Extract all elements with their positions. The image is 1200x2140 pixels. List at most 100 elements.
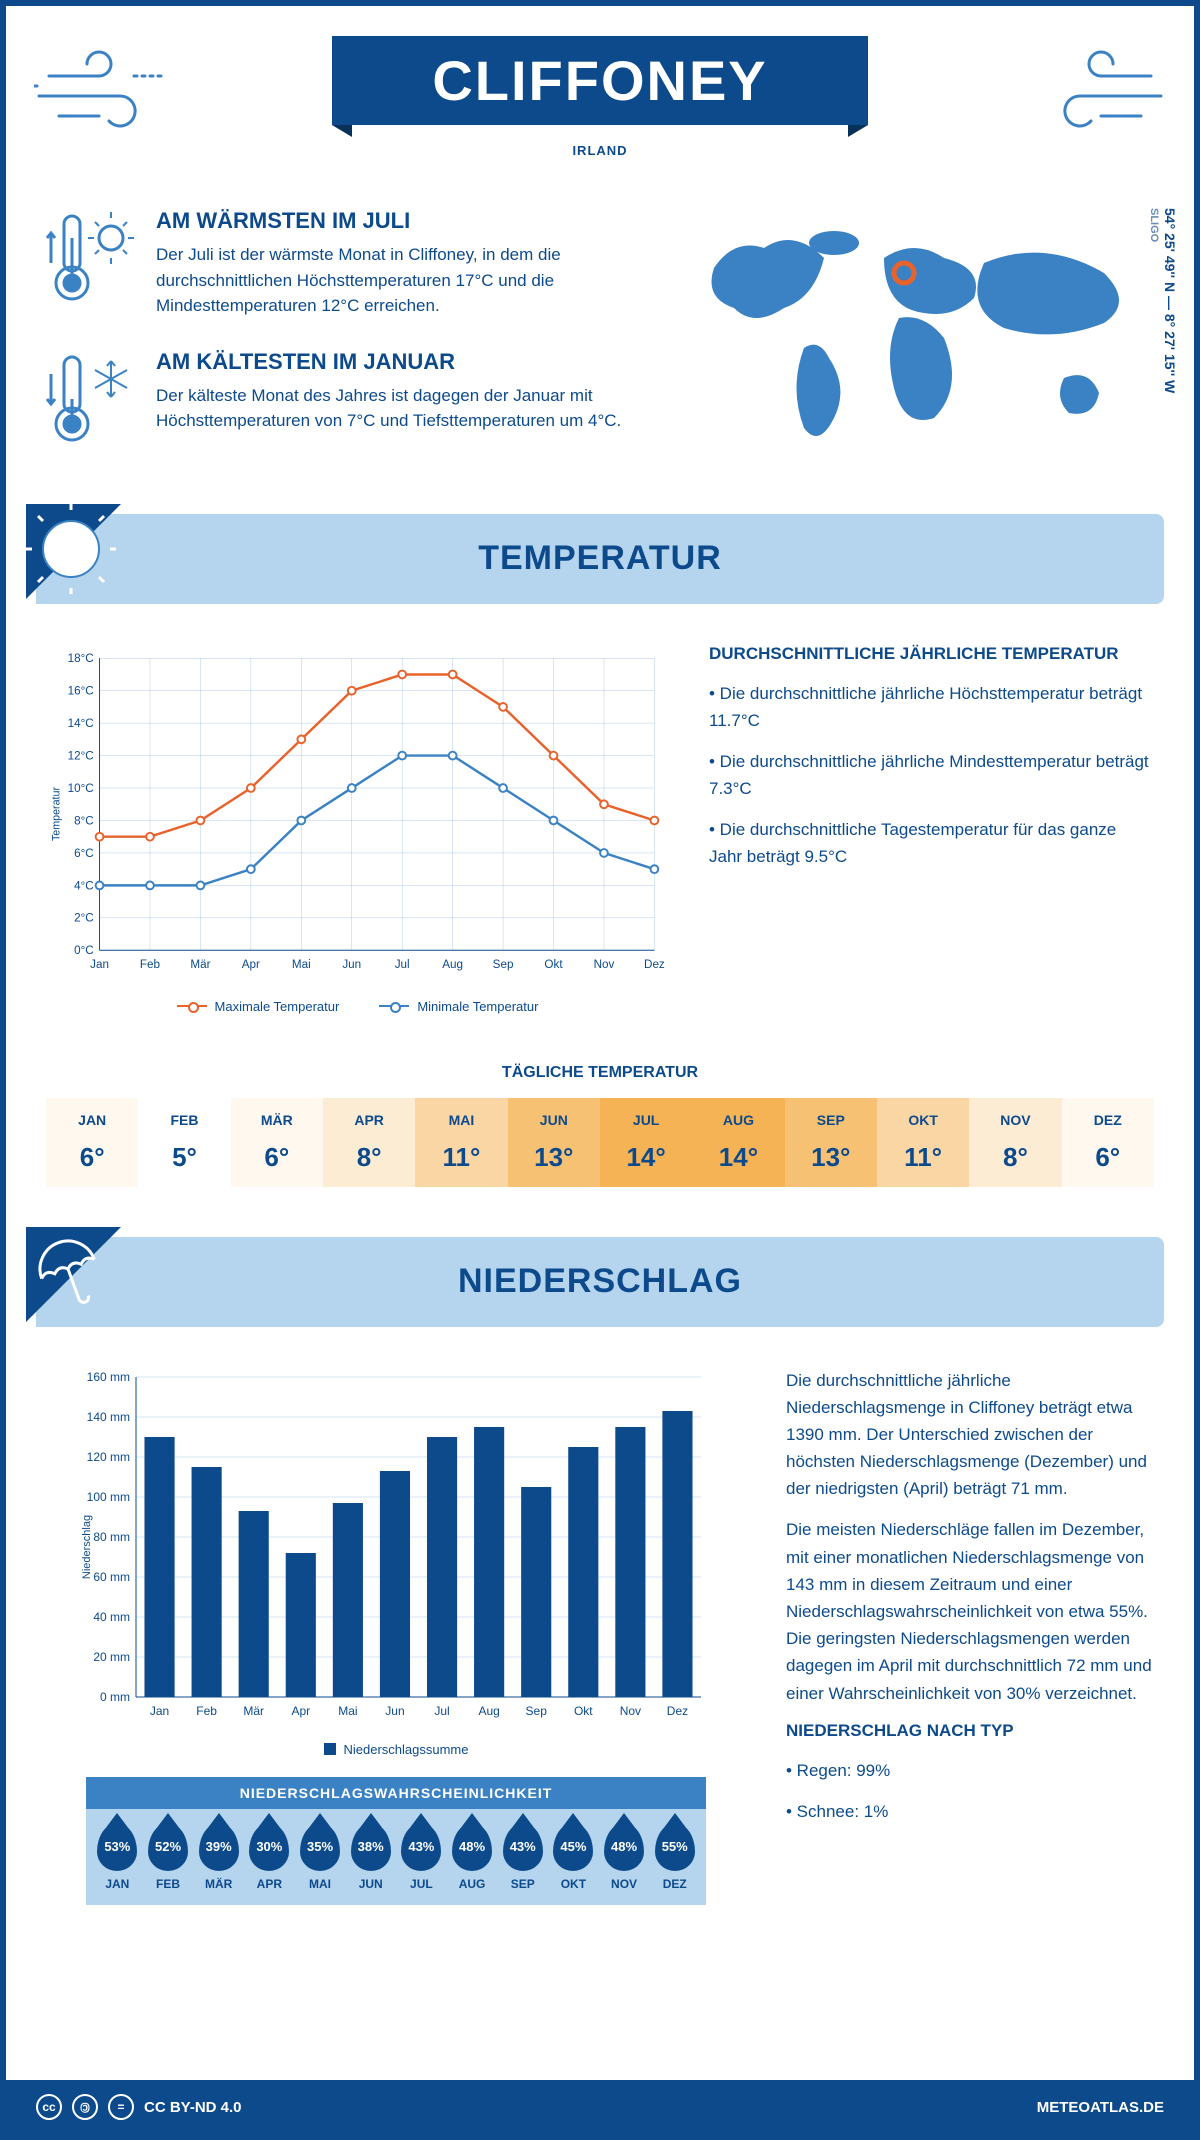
daily-month: JAN bbox=[46, 1112, 138, 1128]
footer: cc 🄯 = CC BY-ND 4.0 METEOATLAS.DE bbox=[6, 2080, 1194, 2134]
precip-type-bullets: • Regen: 99% • Schnee: 1% bbox=[786, 1757, 1154, 1825]
warmest-text: Der Juli ist der wärmste Monat in Cliffo… bbox=[156, 242, 654, 319]
precipitation-section-header: NIEDERSCHLAG bbox=[36, 1237, 1164, 1327]
daily-month: NOV bbox=[969, 1112, 1061, 1128]
svg-text:Apr: Apr bbox=[242, 957, 260, 970]
drop-value: 35% bbox=[300, 1823, 340, 1871]
svg-text:Feb: Feb bbox=[140, 957, 160, 970]
drop-month: MÄR bbox=[195, 1877, 242, 1891]
drop-month: SEP bbox=[499, 1877, 546, 1891]
coldest-block: AM KÄLTESTEN IM JANUAR Der kälteste Mona… bbox=[46, 349, 654, 454]
daily-temp-cell: JUN13° bbox=[508, 1098, 600, 1187]
precip-drop: 55% DEZ bbox=[651, 1823, 698, 1891]
precip-prob-title: NIEDERSCHLAGSWAHRSCHEINLICHKEIT bbox=[86, 1777, 706, 1809]
legend-swatch-max bbox=[177, 1005, 207, 1007]
temperature-bullet: • Die durchschnittliche jährliche Höchst… bbox=[709, 680, 1154, 734]
warmest-block: AM WÄRMSTEN IM JULI Der Juli ist der wär… bbox=[46, 208, 654, 319]
precip-drop: 38%JUN bbox=[347, 1823, 394, 1891]
temperature-chart-area: 0°C2°C4°C6°C8°C10°C12°C14°C16°C18°CJanFe… bbox=[46, 644, 669, 1014]
drop-value: 48% bbox=[604, 1823, 644, 1871]
svg-text:Jan: Jan bbox=[150, 1704, 169, 1718]
intro-text-column: AM WÄRMSTEN IM JULI Der Juli ist der wär… bbox=[46, 208, 654, 484]
svg-text:Temperatur: Temperatur bbox=[51, 786, 63, 840]
svg-text:120 mm: 120 mm bbox=[87, 1450, 130, 1464]
daily-value: 6° bbox=[1062, 1142, 1154, 1173]
daily-month: JUL bbox=[600, 1112, 692, 1128]
daily-value: 11° bbox=[877, 1142, 969, 1173]
drop-month: MAI bbox=[297, 1877, 344, 1891]
daily-temp-title: TÄGLICHE TEMPERATUR bbox=[6, 1064, 1194, 1082]
svg-text:Aug: Aug bbox=[442, 957, 463, 970]
daily-value: 5° bbox=[138, 1142, 230, 1173]
svg-text:60 mm: 60 mm bbox=[93, 1570, 130, 1584]
drop-month: DEZ bbox=[651, 1877, 698, 1891]
drop-value: 30% bbox=[249, 1823, 289, 1871]
drop-month: APR bbox=[246, 1877, 293, 1891]
temperature-bullet: • Die durchschnittliche Tagestemperatur … bbox=[709, 816, 1154, 870]
drop-value: 38% bbox=[351, 1823, 391, 1871]
drop-month: FEB bbox=[145, 1877, 192, 1891]
daily-month: JUN bbox=[508, 1112, 600, 1128]
daily-temp-cell: FEB 5° bbox=[138, 1098, 230, 1187]
coldest-title: AM KÄLTESTEN IM JANUAR bbox=[156, 349, 654, 375]
legend-max-label: Maximale Temperatur bbox=[215, 999, 340, 1014]
drop-value: 52% bbox=[148, 1823, 188, 1871]
warmest-title: AM WÄRMSTEN IM JULI bbox=[156, 208, 654, 234]
precip-type-bullet: • Schnee: 1% bbox=[786, 1798, 1154, 1825]
cc-icon: cc bbox=[36, 2094, 62, 2120]
legend-swatch-precip bbox=[324, 1743, 336, 1755]
legend-min: Minimale Temperatur bbox=[379, 999, 538, 1014]
coord-region: SLIGO bbox=[1148, 208, 1160, 242]
svg-text:Mär: Mär bbox=[243, 1704, 264, 1718]
drop-value: 55% bbox=[655, 1823, 695, 1871]
temperature-text: DURCHSCHNITTLICHE JÄHRLICHE TEMPERATUR •… bbox=[709, 644, 1154, 1014]
daily-temp-table: JAN6°FEB5°MÄR6°APR8°MAI11°JUN13°JUL14°AU… bbox=[46, 1098, 1154, 1187]
svg-text:80 mm: 80 mm bbox=[93, 1530, 130, 1544]
precip-prob-row: 53%JAN52%FEB39%MÄR30%APR35%MAI38%JUN43%J… bbox=[86, 1809, 706, 1905]
svg-text:Apr: Apr bbox=[291, 1704, 310, 1718]
legend-max: Maximale Temperatur bbox=[177, 999, 340, 1014]
coldest-text: Der kälteste Monat des Jahres ist dagege… bbox=[156, 383, 654, 434]
location-title: CLIFFONEY bbox=[432, 48, 767, 113]
svg-text:0 mm: 0 mm bbox=[100, 1690, 130, 1704]
precip-para2: Die meisten Niederschläge fallen im Deze… bbox=[786, 1516, 1154, 1706]
drop-month: JUL bbox=[398, 1877, 445, 1891]
daily-temp-cell: SEP13° bbox=[785, 1098, 877, 1187]
precip-drop: 30% APR bbox=[246, 1823, 293, 1891]
daily-temp-cell: APR8° bbox=[323, 1098, 415, 1187]
legend-precip-label: Niederschlagssumme bbox=[344, 1742, 469, 1757]
svg-text:16°C: 16°C bbox=[68, 684, 94, 697]
temperature-body: 0°C2°C4°C6°C8°C10°C12°C14°C16°C18°CJanFe… bbox=[6, 604, 1194, 1034]
svg-text:Okt: Okt bbox=[574, 1704, 593, 1718]
daily-value: 11° bbox=[415, 1142, 507, 1173]
daily-month: DEZ bbox=[1062, 1112, 1154, 1128]
svg-text:6°C: 6°C bbox=[74, 846, 94, 859]
svg-text:14°C: 14°C bbox=[68, 717, 94, 730]
daily-value: 8° bbox=[969, 1142, 1061, 1173]
svg-text:Jun: Jun bbox=[385, 1704, 404, 1718]
avg-temp-title: DURCHSCHNITTLICHE JÄHRLICHE TEMPERATUR bbox=[709, 644, 1154, 664]
precip-drop: 43%SEP bbox=[499, 1823, 546, 1891]
svg-text:20 mm: 20 mm bbox=[93, 1650, 130, 1664]
precipitation-title: NIEDERSCHLAG bbox=[458, 1262, 742, 1301]
daily-temp-cell: OKT11° bbox=[877, 1098, 969, 1187]
daily-month: FEB bbox=[138, 1112, 230, 1128]
daily-temp-cell: MÄR6° bbox=[231, 1098, 323, 1187]
daily-value: 14° bbox=[600, 1142, 692, 1173]
precip-para1: Die durchschnittliche jährliche Niedersc… bbox=[786, 1367, 1154, 1503]
thermometer-snow-icon bbox=[46, 349, 136, 454]
svg-text:Mär: Mär bbox=[190, 957, 210, 970]
drop-month: OKT bbox=[550, 1877, 597, 1891]
precipitation-chart-area: 0 mm20 mm40 mm60 mm80 mm100 mm120 mm140 … bbox=[46, 1367, 746, 1905]
daily-temp-cell: DEZ 6° bbox=[1062, 1098, 1154, 1187]
svg-text:Nov: Nov bbox=[620, 1704, 641, 1718]
legend-swatch-min bbox=[379, 1005, 409, 1007]
precip-type-bullet: • Regen: 99% bbox=[786, 1757, 1154, 1784]
svg-text:Dez: Dez bbox=[667, 1704, 688, 1718]
temperature-section-header: TEMPERATUR bbox=[36, 514, 1164, 604]
svg-text:Niederschlag: Niederschlag bbox=[81, 1514, 93, 1578]
precip-type-title: NIEDERSCHLAG NACH TYP bbox=[786, 1721, 1154, 1741]
svg-text:100 mm: 100 mm bbox=[87, 1490, 130, 1504]
drop-month: AUG bbox=[449, 1877, 496, 1891]
umbrella-icon bbox=[26, 1227, 136, 1337]
